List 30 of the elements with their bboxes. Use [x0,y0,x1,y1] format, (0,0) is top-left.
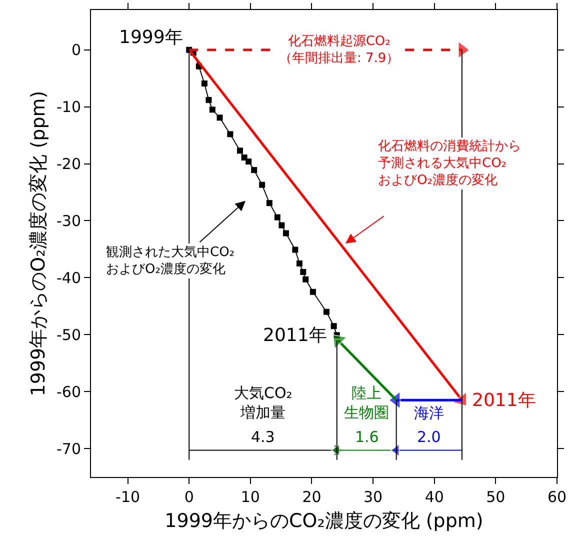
annotation: 2011年 [263,325,327,346]
series-label: 化石燃料起源CO₂（年間排出量: 7.9） [279,34,400,66]
y-tick-label: -30 [56,212,81,230]
x-tick-label: -10 [116,488,140,506]
x-tick-label: 0 [184,488,194,506]
y-axis-title: 1999年からのO₂濃度の変化 (ppm) [27,90,50,396]
y-tick-label: -40 [56,268,81,287]
annotation: 1.6 [355,428,379,446]
annotation: 4.3 [251,428,275,446]
x-tick-label: 20 [302,488,322,506]
y-tick-label: -60 [56,382,81,401]
series-label: 陸上生物圏 [344,384,389,422]
y-tick-label: -20 [56,155,81,174]
y-tick-label: -50 [56,326,81,344]
x-axis-title: 1999年からのCO₂濃度の変化 (ppm) [164,510,484,532]
y-tick-label: -10 [56,98,81,116]
series-label: 海洋 [414,404,444,422]
x-tick-label: 50 [486,488,506,506]
annotation: 観測された大気中CO₂およびO₂濃度の変化 [106,245,235,277]
x-tick-label: 60 [547,488,567,506]
annotation: 2.0 [417,428,441,446]
annotation: 2011年 [472,390,536,411]
x-tick-label: 30 [364,488,383,506]
y-tick-label: 0 [71,41,81,60]
x-tick-label: 40 [424,488,444,506]
y-tick-label: -70 [56,440,81,458]
series-label: 大気CO₂増加量 [234,384,292,422]
x-tick-label: 10 [240,488,260,506]
annotation: 1999年 [119,27,183,48]
annotation: 化石燃料の消費統計から予測される大気中CO₂およびO₂濃度の変化 [378,139,521,188]
